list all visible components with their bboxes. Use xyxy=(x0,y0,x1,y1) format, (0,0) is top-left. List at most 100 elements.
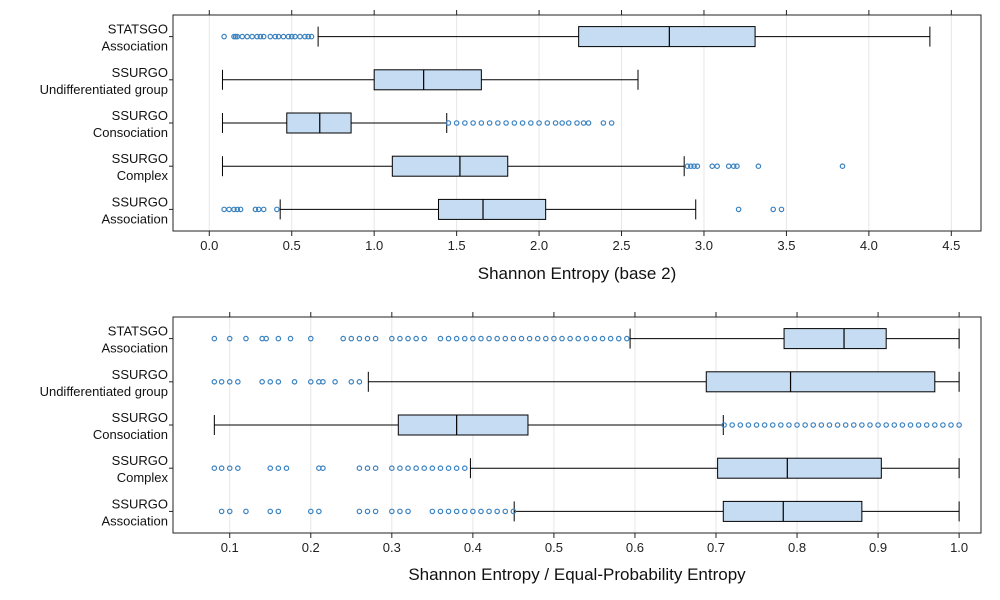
outlier-point xyxy=(234,206,241,213)
outlier-point xyxy=(274,206,280,213)
outlier-point xyxy=(340,335,346,342)
outlier-point xyxy=(551,335,557,342)
outlier-point xyxy=(915,422,922,428)
x-axis-title: Shannon Entropy (base 2) xyxy=(478,264,676,283)
outlier-point xyxy=(714,163,720,170)
outlier-point xyxy=(260,33,267,40)
x-tick-label: 4.0 xyxy=(860,238,878,253)
outlier-point xyxy=(470,335,476,342)
outlier-point xyxy=(259,378,265,385)
outlier-point xyxy=(729,422,735,428)
outlier-point xyxy=(320,378,326,385)
outlier-point xyxy=(397,335,403,342)
outlier-point xyxy=(413,335,419,342)
outlier-point xyxy=(552,120,559,126)
outlier-point xyxy=(778,422,784,428)
x-tick-label: 1.0 xyxy=(365,238,383,253)
x-tick-label: 0.5 xyxy=(283,238,301,253)
outlier-point xyxy=(518,335,525,342)
x-tick-label: 0.4 xyxy=(464,540,482,555)
outlier-point xyxy=(932,422,938,428)
outlier-point xyxy=(445,508,452,515)
outlier-point xyxy=(899,422,906,428)
outlier-point xyxy=(275,465,282,472)
box-row xyxy=(211,328,960,350)
category-label-line2: Association xyxy=(102,39,168,54)
x-tick-label: 0.1 xyxy=(221,540,239,555)
outlier-point xyxy=(615,335,622,342)
entropy-panel: 0.0 0.5 1.0 1.5 2.0 2.5 3.0 3.5 4.0 4.5 STATSGO Ass… xyxy=(40,10,982,283)
outlier-point xyxy=(510,508,517,515)
box-row xyxy=(221,26,931,48)
outlier-point xyxy=(267,33,274,40)
outlier-point xyxy=(536,120,542,126)
outlier-point xyxy=(453,508,460,515)
outlier-point xyxy=(421,465,428,472)
outlier-point xyxy=(725,163,732,170)
outlier-point xyxy=(445,465,452,472)
box-row xyxy=(213,414,962,436)
outlier-point xyxy=(405,335,411,342)
outlier-point xyxy=(470,120,476,126)
outlier-point xyxy=(405,508,411,515)
outlier-point xyxy=(574,120,580,126)
x-axis-title: Shannon Entropy / Equal-Probability Entr… xyxy=(408,565,746,584)
outlier-point xyxy=(211,465,218,472)
outlier-point xyxy=(478,508,484,515)
box-iqr xyxy=(722,500,863,522)
outlier-point xyxy=(453,335,460,342)
outlier-point xyxy=(875,422,881,428)
outlier-point xyxy=(734,163,740,170)
box-row xyxy=(221,155,846,177)
category-label-line1: STATSGO xyxy=(108,324,168,339)
outlier-point xyxy=(356,335,363,342)
outlier-point xyxy=(356,465,363,472)
outlier-point xyxy=(470,508,476,515)
outlier-point xyxy=(211,378,218,385)
box-iqr xyxy=(705,371,936,393)
category-label-line1: SSURGO xyxy=(112,151,168,166)
outlier-point xyxy=(267,378,274,385)
outlier-point xyxy=(810,422,817,428)
outlier-point xyxy=(267,508,274,515)
outlier-point xyxy=(528,120,534,126)
outlier-point xyxy=(502,335,509,342)
outlier-point xyxy=(842,422,849,428)
outlier-point xyxy=(461,335,468,342)
outlier-point xyxy=(307,335,314,342)
outlier-point xyxy=(802,422,808,428)
outlier-point xyxy=(834,422,841,428)
outlier-point xyxy=(494,508,500,515)
outlier-point xyxy=(745,422,752,428)
outlier-point xyxy=(891,422,898,428)
category-label-line1: SSURGO xyxy=(112,65,168,80)
box-iqr xyxy=(578,26,756,48)
outlier-point xyxy=(519,120,526,126)
outlier-point xyxy=(356,378,363,385)
outlier-point xyxy=(730,163,737,170)
outlier-point xyxy=(280,33,287,40)
outlier-point xyxy=(585,120,592,126)
outlier-point xyxy=(940,422,946,428)
outlier-point xyxy=(600,120,607,126)
outlier-point xyxy=(372,465,379,472)
outlier-point xyxy=(445,120,452,126)
category-label-line1: SSURGO xyxy=(112,367,168,382)
outlier-point xyxy=(226,508,233,515)
outlier-point xyxy=(461,508,468,515)
outlier-point xyxy=(320,465,326,472)
outlier-point xyxy=(591,335,598,342)
outlier-point xyxy=(559,335,565,342)
x-tick-label: 0.8 xyxy=(788,540,806,555)
outlier-point xyxy=(257,33,264,40)
outlier-point xyxy=(502,508,509,515)
box-iqr xyxy=(373,69,482,91)
outlier-point xyxy=(794,422,800,428)
outlier-point xyxy=(883,422,889,428)
outlier-point xyxy=(684,163,691,170)
outlier-point xyxy=(503,120,509,126)
x-tick-label: 2.0 xyxy=(530,238,548,253)
outlier-point xyxy=(753,422,760,428)
outlier-point xyxy=(687,163,694,170)
